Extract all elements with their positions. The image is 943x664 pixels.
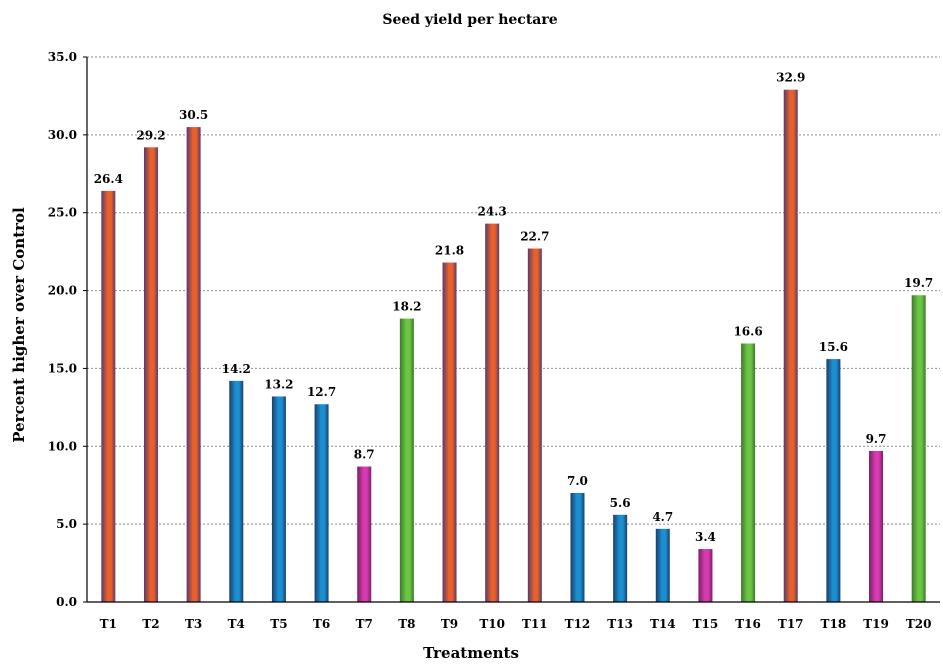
y-tick-label: 30.0 <box>48 128 77 142</box>
bar-t17 <box>783 89 798 602</box>
data-label-t18: 15.6 <box>819 340 848 354</box>
bar-t2 <box>143 147 158 603</box>
data-label-t1: 26.4 <box>94 172 123 186</box>
data-label-t15: 3.4 <box>695 530 716 544</box>
x-tick-label: T15 <box>693 617 719 631</box>
x-tick-label: T14 <box>650 617 676 631</box>
bar-t4 <box>229 380 244 602</box>
x-tick-label: T8 <box>398 617 415 631</box>
bar-t20 <box>911 295 926 602</box>
data-label-t6: 12.7 <box>307 385 336 399</box>
bar-t14 <box>655 528 670 602</box>
y-tick-label: 20.0 <box>48 284 77 298</box>
bar-t19 <box>869 450 884 602</box>
bar-t15 <box>698 549 713 602</box>
data-label-t14: 4.7 <box>652 510 673 524</box>
data-label-t17: 32.9 <box>776 71 805 85</box>
x-axis-title: Treatments <box>423 644 519 662</box>
y-tick-label: 15.0 <box>48 361 77 375</box>
data-label-t12: 7.0 <box>567 474 588 488</box>
x-tick-label: T6 <box>313 617 330 631</box>
y-tick-label: 5.0 <box>56 517 77 531</box>
y-tick-label: 10.0 <box>48 439 77 453</box>
x-tick-label: T5 <box>270 617 287 631</box>
chart-title: Seed yield per hectare <box>382 12 557 28</box>
x-axis-ticks: T1 T2 T3 T4 T5 T6 T7 T8 T9 T10 T11 T12 T13 T14 T15 T16 T… <box>100 617 932 631</box>
data-label-t4: 14.2 <box>222 362 251 376</box>
y-axis-ticks: 0.0 5.0 10.0 15.0 20.0 25.0 30.0 35.0 <box>48 50 87 609</box>
bar-t1 <box>101 190 116 602</box>
data-label-t13: 5.6 <box>610 496 631 510</box>
bar-t12 <box>570 493 585 602</box>
x-tick-label: T1 <box>100 617 117 631</box>
x-tick-label: T9 <box>441 617 458 631</box>
x-tick-label: T10 <box>479 617 505 631</box>
data-label-t19: 9.7 <box>866 432 887 446</box>
data-label-t16: 16.6 <box>733 325 762 339</box>
bar-t16 <box>741 343 756 602</box>
x-tick-label: T20 <box>906 617 932 631</box>
x-tick-label: T13 <box>607 617 633 631</box>
data-label-t20: 19.7 <box>904 276 933 290</box>
x-tick-label: T18 <box>821 617 847 631</box>
bar-t9 <box>442 262 457 602</box>
y-tick-label: 25.0 <box>48 206 77 220</box>
bar-t11 <box>527 248 542 602</box>
x-tick-label: T4 <box>228 617 245 631</box>
gridlines <box>87 56 940 525</box>
data-label-t3: 30.5 <box>179 108 208 122</box>
y-tick-label: 35.0 <box>48 50 77 64</box>
x-tick-label: T2 <box>142 617 159 631</box>
bars <box>101 89 926 603</box>
x-tick-label: T19 <box>863 617 889 631</box>
bar-t18 <box>826 359 841 602</box>
bar-t6 <box>314 404 329 602</box>
data-label-t8: 18.2 <box>392 300 421 314</box>
data-label-t11: 22.7 <box>520 230 549 244</box>
data-label-t5: 13.2 <box>264 377 293 391</box>
data-labels: 26.4 29.2 30.5 14.2 13.2 12.7 8.7 18.2 21.8 24.3 2… <box>94 71 934 544</box>
bar-t13 <box>613 514 628 602</box>
bar-t8 <box>399 318 414 602</box>
data-label-t7: 8.7 <box>354 448 375 462</box>
data-label-t9: 21.8 <box>435 244 464 258</box>
x-tick-label: T3 <box>185 617 202 631</box>
x-tick-label: T7 <box>356 617 373 631</box>
bar-t7 <box>357 466 372 602</box>
x-tick-label: T12 <box>565 617 591 631</box>
x-tick-label: T16 <box>735 617 761 631</box>
x-tick-label: T17 <box>778 617 804 631</box>
data-label-t2: 29.2 <box>136 128 165 142</box>
bar-t5 <box>271 396 286 602</box>
y-tick-label: 0.0 <box>56 595 77 609</box>
y-axis-title: Percent higher over Control <box>10 207 28 443</box>
data-label-t10: 24.3 <box>478 205 507 219</box>
bar-t10 <box>485 223 500 602</box>
x-tick-label: T11 <box>522 617 548 631</box>
bar-t3 <box>186 127 201 603</box>
